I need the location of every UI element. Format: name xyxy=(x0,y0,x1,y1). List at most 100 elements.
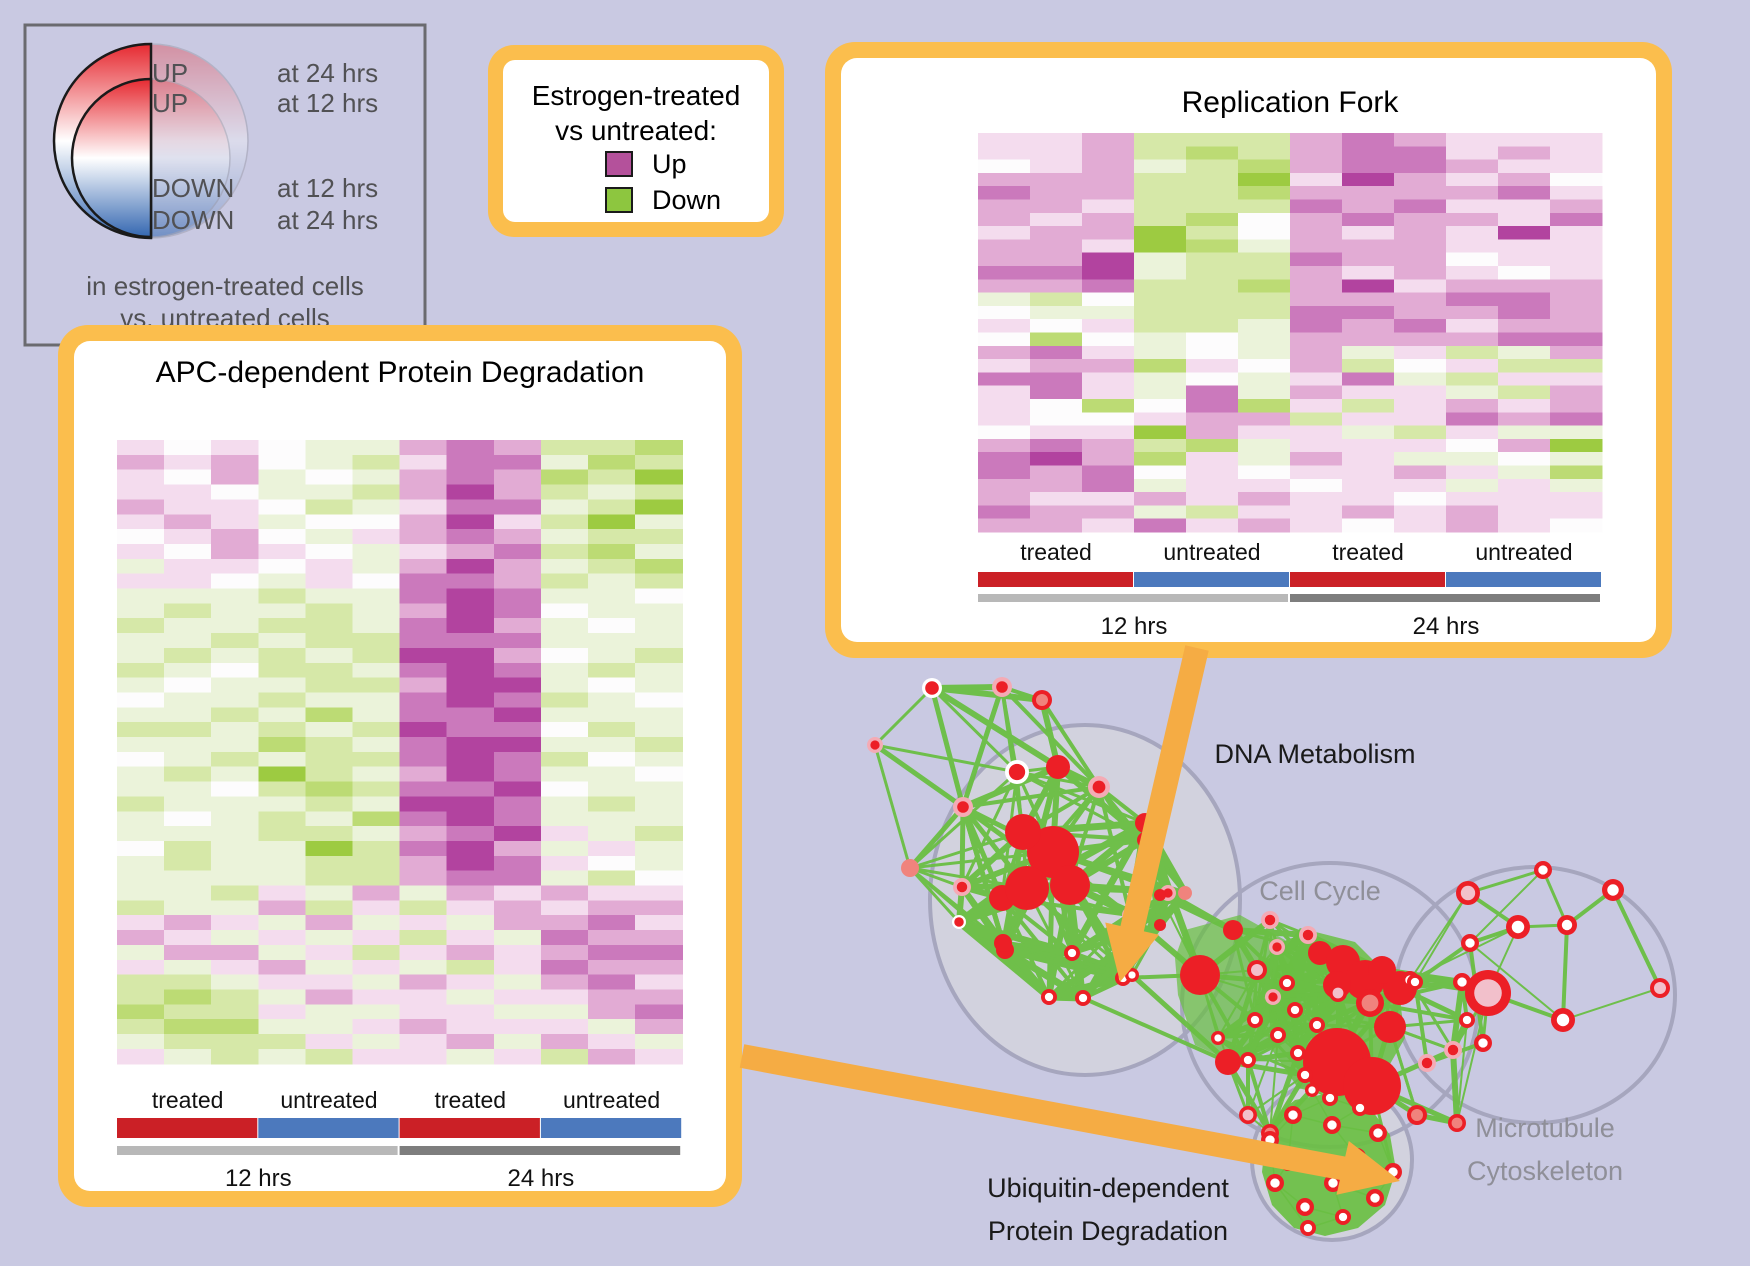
panel-title: Replication Fork xyxy=(1182,86,1400,119)
gene-node-donut xyxy=(1534,861,1552,879)
time-bar-24hrs xyxy=(1290,594,1600,602)
up-color-swatch xyxy=(605,151,633,177)
time-label: 12 hrs xyxy=(225,1165,292,1192)
gene-node-donut xyxy=(1287,1002,1303,1018)
gene-node-red xyxy=(1308,941,1332,965)
gene-node-donut xyxy=(1602,879,1624,901)
gene-node-pinkring xyxy=(1299,926,1317,944)
gene-node-red xyxy=(1154,889,1166,901)
gene-node-pinkring xyxy=(1261,911,1279,929)
color-key-labels: UP at 24 hrs UP at 12 hrs DOWN at 12 hrs… xyxy=(86,58,378,333)
gene-node-red xyxy=(1027,826,1079,878)
estrogen-legend-box: Estrogen-treated vs untreated: Up Down xyxy=(488,45,784,237)
gene-node-pinkcore xyxy=(1465,970,1511,1016)
key-time-label: at 12 hrs xyxy=(277,88,378,118)
gene-node-pinkring xyxy=(992,677,1012,697)
gene-node-red xyxy=(1046,755,1070,779)
down-color-swatch xyxy=(605,187,633,213)
gene-node-donut xyxy=(1305,1083,1319,1097)
microtubule-label-line1: Microtubule xyxy=(1475,1113,1615,1143)
gene-node-salmoncore xyxy=(1032,690,1052,710)
microtubule-label-line2: Cytoskeleton xyxy=(1467,1156,1623,1186)
connector-arrows xyxy=(739,645,1400,1195)
group-label-treated: treated xyxy=(152,1087,224,1113)
gene-node-salmoncore xyxy=(1448,1114,1466,1132)
time-label: 24 hrs xyxy=(1413,613,1480,640)
gene-node-donut xyxy=(1309,1017,1325,1033)
legend-title-line2: vs untreated: xyxy=(555,115,717,146)
blue-group-bar xyxy=(540,1118,682,1138)
key-time-label: at 24 hrs xyxy=(277,58,378,88)
red-group-bar xyxy=(1290,572,1445,587)
gene-node-salmon xyxy=(1178,886,1192,900)
gene-node-donut xyxy=(1557,915,1577,935)
key-dir-label: DOWN xyxy=(152,205,234,235)
arrow-apc-to-ubiquitin xyxy=(739,1044,1400,1195)
gene-node-pinkcore xyxy=(1456,881,1480,905)
dna-metabolism-label: DNA Metabolism xyxy=(1214,739,1415,769)
group-label-untreated: untreated xyxy=(563,1087,660,1113)
gene-node-pinkcore xyxy=(1650,978,1670,998)
red-group-bar xyxy=(978,572,1133,587)
cluster-labels: DNA Metabolism Cell Cycle Microtubule Cy… xyxy=(987,739,1623,1246)
gene-node-pinkring xyxy=(1444,1041,1462,1059)
gene-node-donut xyxy=(1290,1045,1306,1061)
gene-node-pinkcore xyxy=(1329,984,1347,1002)
gene-node-red xyxy=(1180,955,1220,995)
gene-node-red xyxy=(1050,865,1090,905)
red-group-bar xyxy=(117,1118,258,1138)
gene-node-donut xyxy=(1247,1012,1263,1028)
panel-0: Replication Fork treated untreated treated u… xyxy=(825,42,1672,658)
gene-node-donut xyxy=(1297,1067,1313,1083)
gene-node-pinkcore xyxy=(1247,960,1267,980)
key-dir-label: UP xyxy=(152,88,188,118)
key-dir-label: UP xyxy=(152,58,188,88)
gene-node-red xyxy=(994,934,1012,952)
panel-title: APC-dependent Protein Degradation xyxy=(156,356,645,389)
gene-node-donut xyxy=(1366,1189,1384,1207)
group-label-treated: treated xyxy=(1332,539,1404,565)
inner-ring-left-half xyxy=(70,77,153,239)
gene-node-salmon xyxy=(901,859,919,877)
gene-node-donut xyxy=(1296,1198,1314,1216)
gene-node-donut xyxy=(1335,1209,1351,1225)
gene-node-donut xyxy=(1369,1124,1387,1142)
gene-node-donut xyxy=(1240,1052,1256,1068)
red-group-bar xyxy=(399,1118,540,1138)
legend-background xyxy=(503,60,769,222)
gene-node-donut xyxy=(1323,1116,1341,1134)
ubiquitin-label-line2: Protein Degradation xyxy=(988,1216,1228,1246)
gene-node-red xyxy=(1215,1049,1241,1075)
gene-node-donut xyxy=(1459,1012,1475,1028)
panel-1: APC-dependent Protein Degradation treated… xyxy=(58,325,742,1207)
gene-node-whitering xyxy=(1005,760,1029,784)
gene-node-donut xyxy=(1461,934,1479,952)
group-label-untreated: untreated xyxy=(1163,539,1260,565)
ubiquitin-label-line1: Ubiquitin-dependent xyxy=(987,1173,1229,1203)
key-time-label: at 12 hrs xyxy=(277,173,378,203)
key-time-label: at 24 hrs xyxy=(277,205,378,235)
gene-node-red xyxy=(1343,1057,1401,1115)
gene-node-pinkring xyxy=(1088,776,1110,798)
gene-node-donut xyxy=(1506,915,1530,939)
heatmap-cells xyxy=(117,440,683,1065)
group-label-untreated: untreated xyxy=(1475,539,1572,565)
gene-node-salmoncore xyxy=(1356,989,1384,1017)
group-label-treated: treated xyxy=(434,1087,506,1113)
time-label: 24 hrs xyxy=(508,1165,575,1192)
gene-node-pinkring xyxy=(1269,939,1285,955)
gene-node-pinkring xyxy=(1418,1054,1436,1072)
gene-node-donut xyxy=(1407,974,1423,990)
legend-up-label: Up xyxy=(652,149,687,179)
gene-node-whitering xyxy=(922,678,942,698)
key-caption-line1: in estrogen-treated cells xyxy=(86,271,363,301)
gene-node-salmoncore xyxy=(1407,1105,1427,1125)
gene-node-pinkring xyxy=(1265,989,1281,1005)
gene-node-donut xyxy=(1064,945,1080,961)
bottom-white-strip xyxy=(0,1266,1750,1279)
heatmap-panels: Replication Fork treated untreated treated u… xyxy=(58,42,1672,1207)
gene-node-donut xyxy=(1211,1031,1225,1045)
gene-network xyxy=(867,677,1677,1242)
blue-group-bar xyxy=(1446,572,1601,587)
